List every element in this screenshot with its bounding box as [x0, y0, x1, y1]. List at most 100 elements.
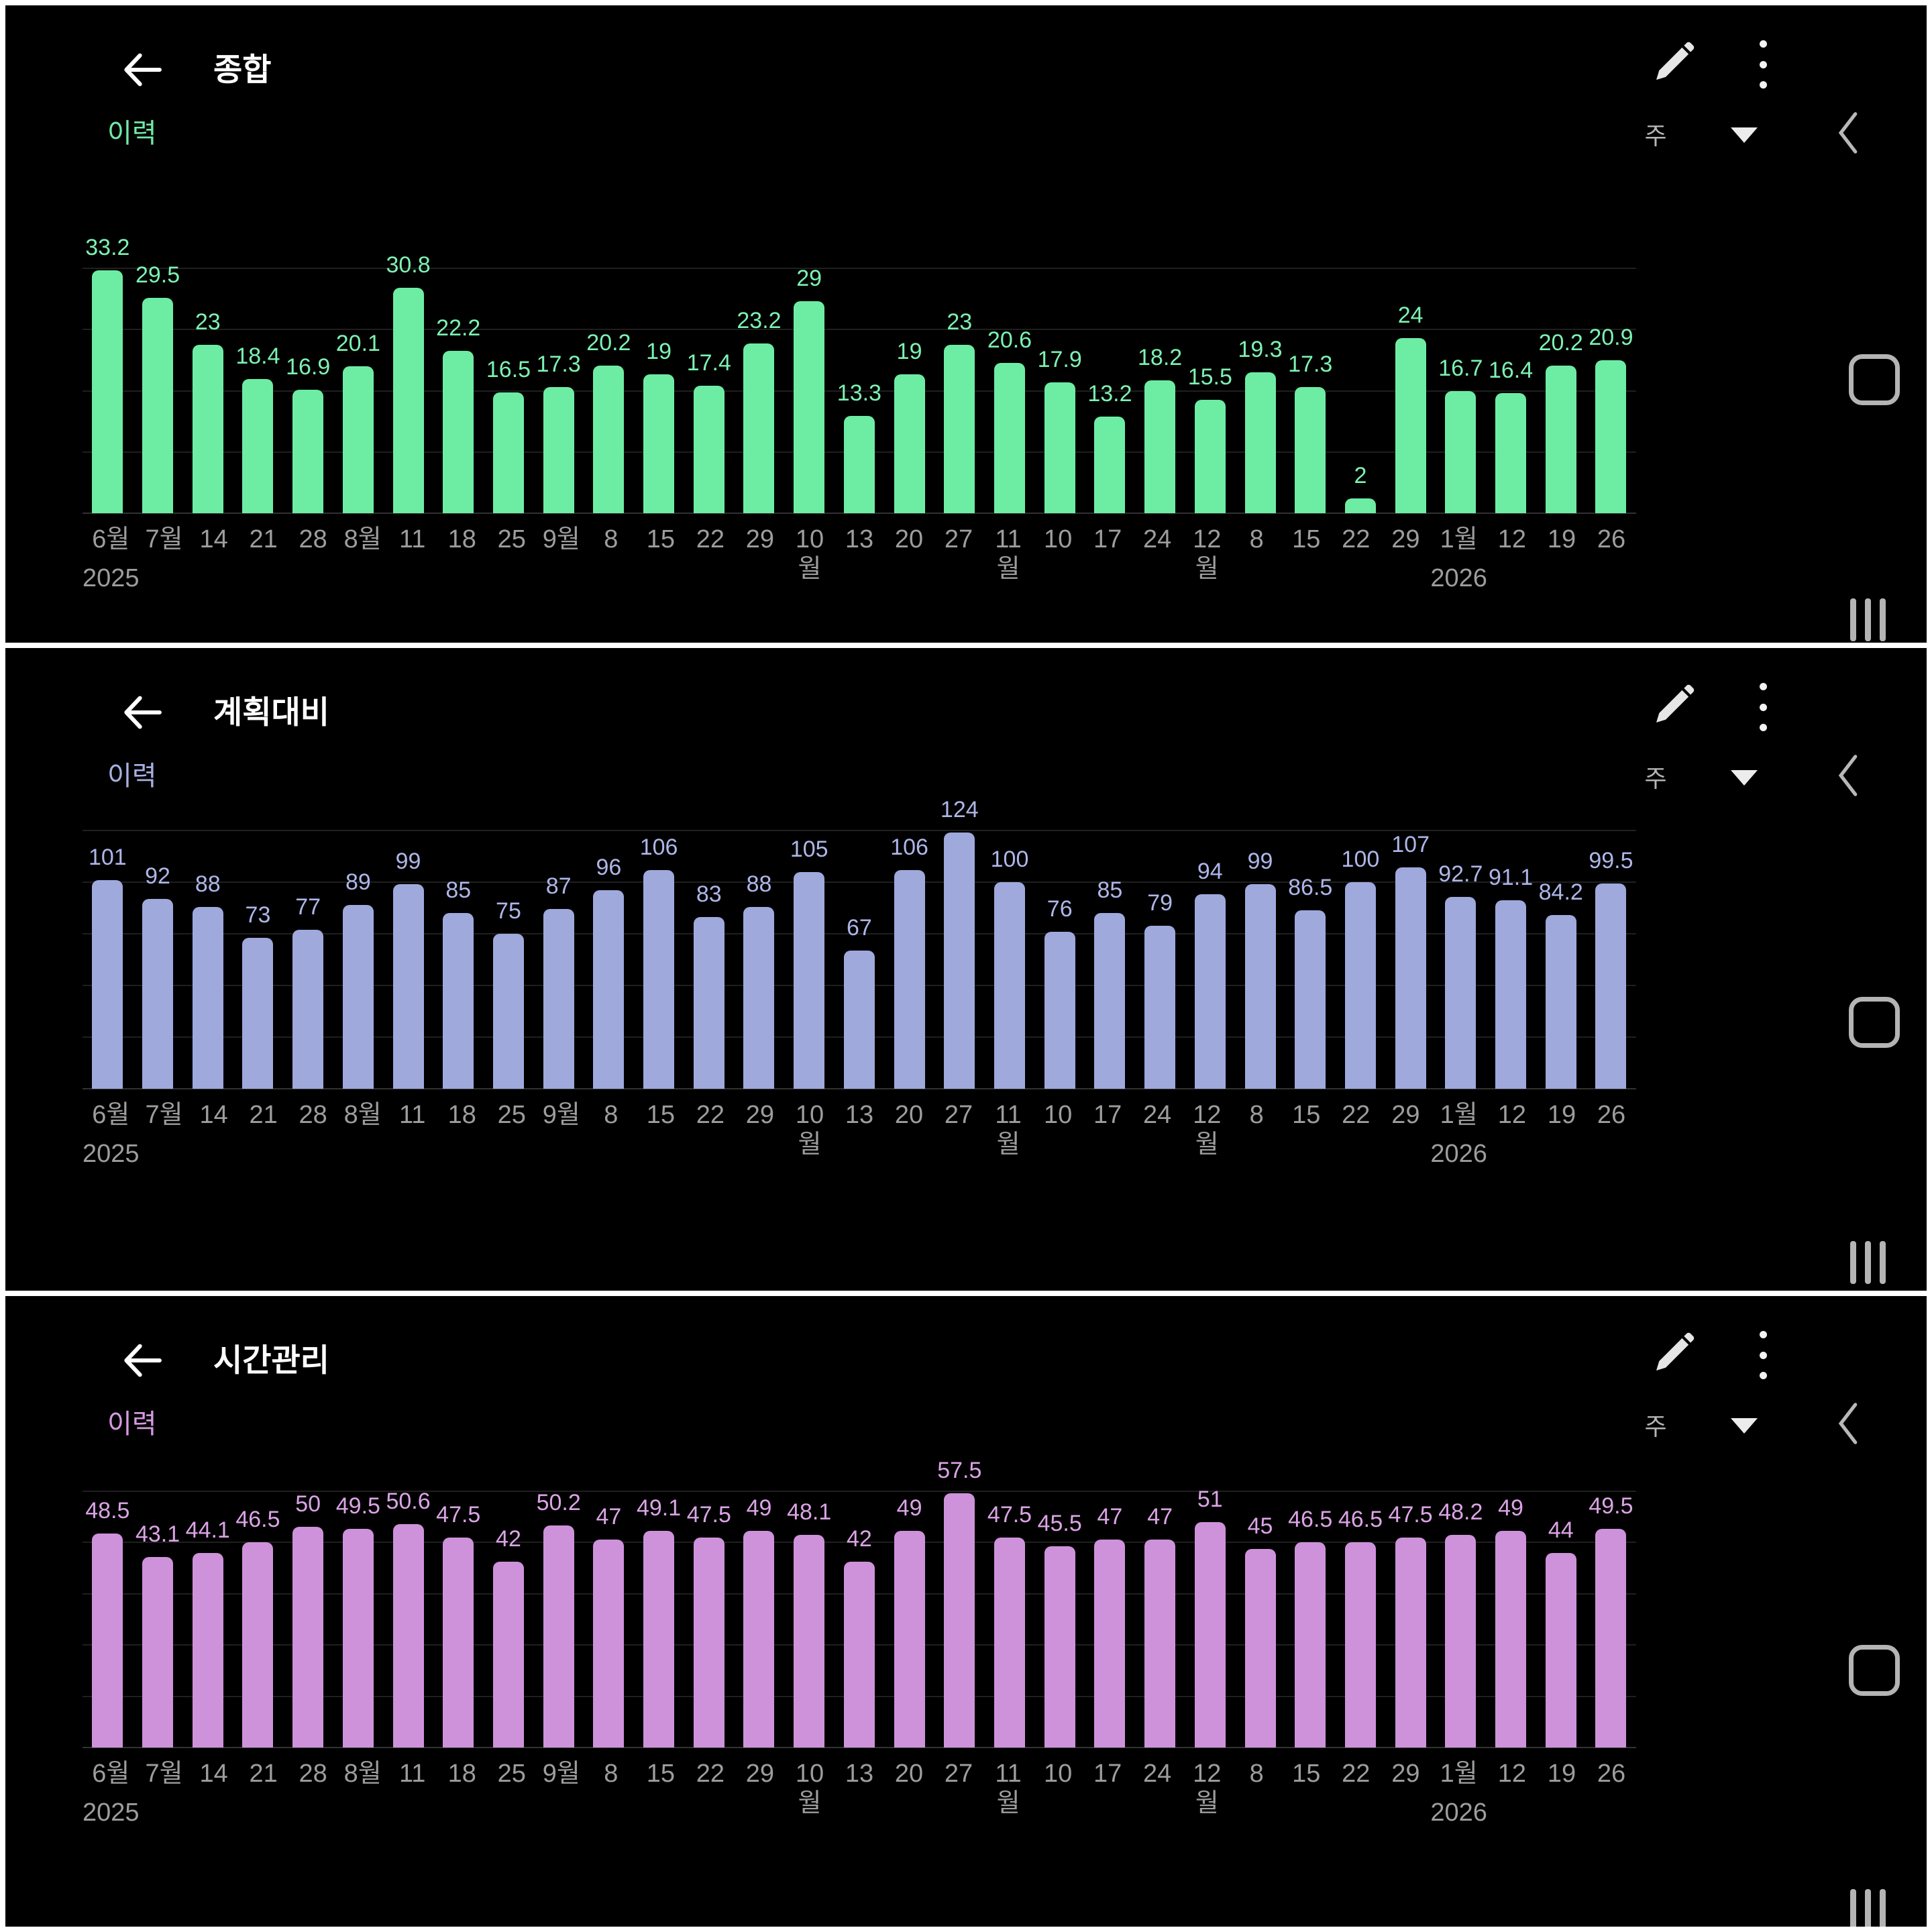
bar: [543, 1525, 574, 1748]
x-axis-label: 11월: [983, 1101, 1033, 1169]
recents-bars-icon[interactable]: [1850, 1241, 1886, 1284]
x-axis-label: 12월: [1182, 525, 1232, 593]
bar-column: 42: [484, 1491, 534, 1748]
bar-column: 17.3: [533, 268, 584, 513]
x-axis-label: 17: [1083, 1760, 1132, 1827]
bar: [292, 389, 324, 513]
x-tick-text: 8월: [343, 1101, 382, 1129]
bar: [192, 345, 223, 513]
period-dropdown-value[interactable]: 주: [1644, 1413, 1667, 1440]
x-tick-text: 10월: [795, 1101, 824, 1159]
bar-value-label: 20.9: [1589, 325, 1633, 351]
x-axis-labels: 6월 2025 7월 14 21 28 8월 11 18 25 9월 8 15 22 29 10월 13 20 27…: [83, 525, 1636, 593]
pencil-icon[interactable]: [1649, 678, 1701, 730]
x-axis-label: 18: [437, 1760, 487, 1827]
bar: [1194, 894, 1226, 1089]
x-axis-label: 9월: [537, 525, 586, 593]
kebab-menu-icon[interactable]: [1747, 1327, 1779, 1383]
bar-value-label: 46.5: [1338, 1506, 1383, 1532]
bar-column: 30.8: [383, 252, 433, 513]
bar-value-label: 50: [295, 1491, 321, 1517]
bar-column: 99: [1235, 830, 1285, 1089]
bar-value-label: 18.4: [235, 343, 280, 369]
x-axis-label: 1월 2026: [1430, 1760, 1487, 1827]
bar: [1344, 882, 1376, 1089]
x-axis-label: 1월 2026: [1430, 1101, 1487, 1169]
recents-bars-icon[interactable]: [1850, 598, 1886, 641]
pencil-icon[interactable]: [1649, 35, 1701, 87]
arrow-left-icon[interactable]: [118, 46, 166, 94]
bar: [693, 386, 724, 513]
period-dropdown-value[interactable]: 주: [1644, 122, 1667, 150]
bar: [643, 869, 675, 1089]
bar-value-label: 19: [896, 339, 922, 364]
kebab-menu-icon[interactable]: [1747, 36, 1779, 93]
bar-column: 85: [433, 830, 484, 1089]
x-tick-text: 26: [1597, 525, 1626, 553]
period-dropdown-value[interactable]: 주: [1644, 765, 1667, 792]
gridline: [83, 881, 1636, 883]
bar: [1395, 1538, 1426, 1748]
bar: [944, 345, 975, 513]
bar: [1244, 372, 1276, 513]
page-title: 계획대비: [213, 694, 329, 730]
x-tick-text: 8: [1249, 1101, 1264, 1129]
x-axis-label: 8: [586, 1760, 636, 1827]
x-tick-text: 11월: [995, 1760, 1022, 1817]
x-axis-label: 7월: [140, 1760, 189, 1827]
bar-column: 22.2: [433, 268, 484, 513]
bar-column: 29: [784, 266, 835, 513]
x-tick-text: 6월: [92, 1760, 130, 1788]
bar-value-label: 83: [696, 881, 722, 908]
bar-value-label: 15.5: [1187, 364, 1232, 390]
x-axis-label: 27: [934, 1760, 983, 1827]
x-tick-text: 1월: [1440, 1760, 1478, 1788]
bar-value-label: 106: [890, 834, 928, 860]
triangle-down-icon[interactable]: [1731, 127, 1758, 143]
x-tick-text: 29: [745, 525, 775, 553]
pencil-icon[interactable]: [1649, 1326, 1701, 1378]
x-axis-label: 24: [1132, 1760, 1182, 1827]
x-tick-text: 25: [497, 1101, 526, 1129]
recents-bars-icon[interactable]: [1850, 1889, 1886, 1927]
x-axis-label: 25: [487, 525, 537, 593]
back-chevron-icon[interactable]: [1831, 107, 1866, 158]
bar-column: 47: [584, 1491, 634, 1748]
bar: [894, 869, 925, 1089]
bar-column: 17.9: [1034, 268, 1085, 513]
gridline: [83, 1747, 1636, 1748]
bar: [743, 906, 775, 1089]
home-square-icon[interactable]: [1849, 354, 1900, 405]
x-axis-label: 10: [1033, 1760, 1083, 1827]
bar-value-label: 105: [790, 836, 828, 862]
bar-chart: 101 92 88 73 77 89 99 85 75 87 96 106 83 88 105 67 106 12…: [83, 797, 1636, 1089]
x-axis-label: 29: [1381, 1101, 1430, 1169]
back-chevron-icon[interactable]: [1831, 750, 1866, 801]
bar-value-label: 51: [1197, 1487, 1223, 1513]
back-chevron-icon[interactable]: [1831, 1398, 1866, 1449]
bar-column: 13.2: [1085, 268, 1135, 513]
x-axis-label: 8월: [338, 525, 388, 593]
x-axis-label: 11: [388, 1760, 437, 1827]
x-tick-text: 19: [1547, 1760, 1576, 1788]
bar: [1044, 382, 1075, 513]
x-tick-text: 9월: [542, 525, 580, 553]
arrow-left-icon[interactable]: [118, 1336, 166, 1385]
x-tick-text: 22: [696, 525, 725, 553]
bar-value-label: 23: [195, 309, 221, 335]
home-square-icon[interactable]: [1849, 1645, 1900, 1696]
bar-value-label: 17.3: [536, 351, 581, 377]
stat-detail-panel: 계획대비 이력 주 101 92 88 73 77 89 99 85 75 87 96 106 83 88…: [5, 648, 1927, 1291]
x-tick-text: 14: [199, 1101, 228, 1129]
x-axis-label: 21: [239, 1760, 288, 1827]
triangle-down-icon[interactable]: [1731, 770, 1758, 786]
kebab-menu-icon[interactable]: [1747, 679, 1779, 735]
triangle-down-icon[interactable]: [1731, 1418, 1758, 1434]
bar-value-label: 16.7: [1438, 356, 1483, 382]
x-axis-label: 29: [1381, 525, 1430, 593]
home-square-icon[interactable]: [1849, 997, 1900, 1048]
x-axis-label: 22: [1331, 1760, 1381, 1827]
gridline: [83, 1088, 1636, 1089]
arrow-left-icon[interactable]: [118, 688, 166, 737]
bar-value-label: 47: [596, 1504, 622, 1530]
